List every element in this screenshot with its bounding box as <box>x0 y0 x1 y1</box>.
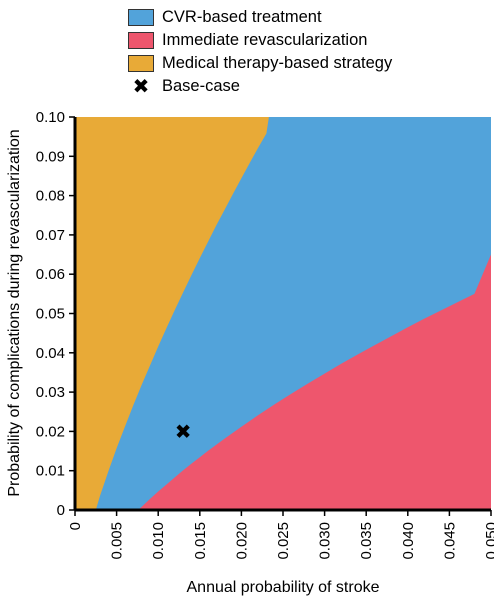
legend-item-cvr: CVR-based treatment <box>128 6 392 29</box>
y-tick-label: 0.03 <box>36 384 65 401</box>
y-axis-label: Probability of complications during reva… <box>6 129 23 496</box>
x-tick-label: 0.020 <box>233 522 250 560</box>
x-axis-label: Annual probability of stroke <box>187 579 380 596</box>
y-tick-label: 0.06 <box>36 266 65 283</box>
legend-swatch-immediate <box>128 32 154 49</box>
y-tick-label: 0.07 <box>36 227 65 244</box>
base-case-point: ✖ <box>175 421 192 443</box>
legend-item-medical: Medical therapy-based strategy <box>128 52 392 75</box>
plot-axes: 0 0.01 0.02 0.03 0.04 0.05 0.06 0.07 0.08 0.09 0.1… <box>36 109 494 560</box>
legend-swatch-cvr <box>128 9 154 26</box>
legend-item-base-case: ✖ Base-case <box>128 75 392 98</box>
plot-points: ✖ <box>175 421 192 443</box>
legend-label-medical: Medical therapy-based strategy <box>162 54 393 72</box>
x-tick-label: 0.030 <box>317 522 334 560</box>
y-tick-label: 0.09 <box>36 148 65 165</box>
x-tick-label: 0 <box>67 522 84 530</box>
x-tick-label: 0.035 <box>358 522 375 560</box>
y-tick-label: 0.04 <box>36 345 65 362</box>
legend-label-cvr: CVR-based treatment <box>162 8 322 26</box>
x-tick-label: 0.045 <box>441 522 458 560</box>
y-tick-label: 0.02 <box>36 423 65 440</box>
legend-swatch-medical <box>128 55 154 72</box>
x-tick-label: 0.040 <box>400 522 417 560</box>
x-tick-label: 0.010 <box>150 522 167 560</box>
x-tick-label: 0.025 <box>275 522 292 560</box>
y-tick-label: 0.01 <box>36 463 65 480</box>
legend-item-immediate: Immediate revascularization <box>128 29 392 52</box>
legend: CVR-based treatment Immediate revascular… <box>128 6 392 98</box>
y-tick-label: 0.08 <box>36 188 65 205</box>
plot-regions <box>75 117 491 510</box>
region-medical-therapy <box>75 117 269 510</box>
base-case-marker-icon: ✖ <box>132 75 150 98</box>
legend-label-immediate: Immediate revascularization <box>162 31 368 49</box>
y-tick-label: 0.10 <box>36 109 65 126</box>
x-tick-label: 0.015 <box>192 522 209 560</box>
y-tick-label: 0 <box>57 502 65 519</box>
legend-label-base-case: Base-case <box>162 77 240 95</box>
x-tick-label: 0.005 <box>109 522 126 560</box>
y-tick-label: 0.05 <box>36 306 65 323</box>
region-immediate-revascularization <box>138 254 491 510</box>
x-tick-label: 0.050 <box>483 522 494 560</box>
